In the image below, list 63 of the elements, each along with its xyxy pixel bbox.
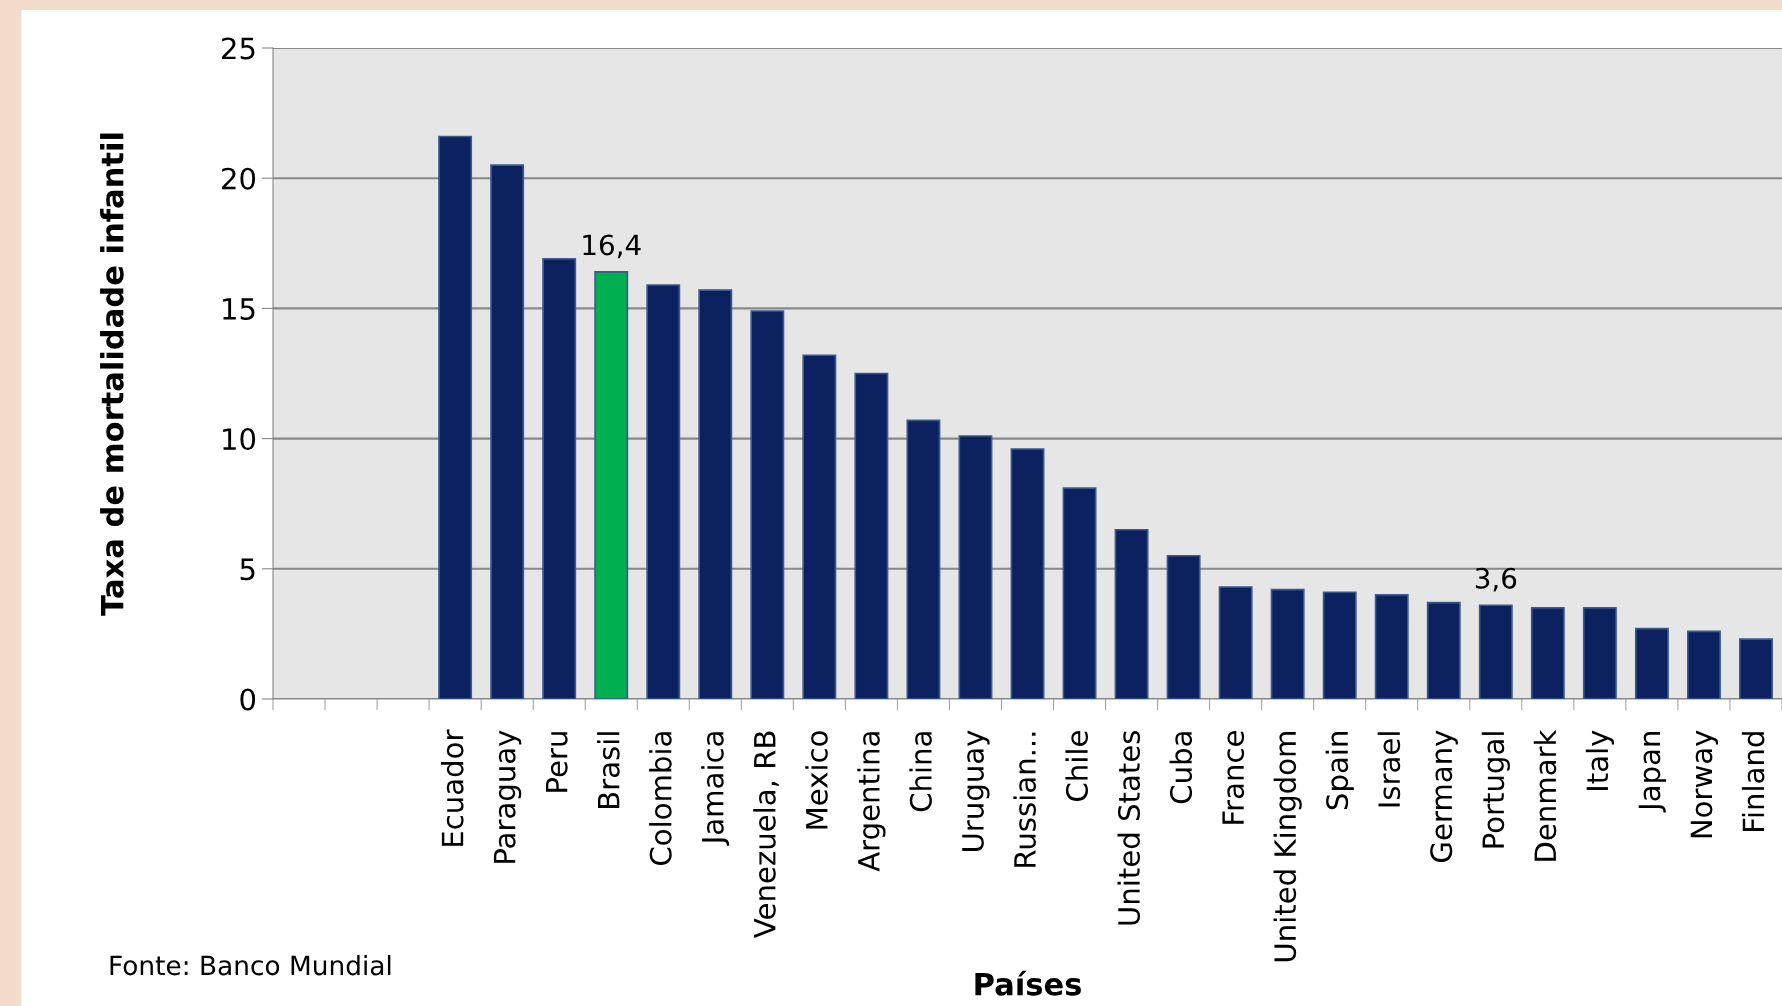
x-tick-label: Portugal (1481, 732, 1510, 848)
bar (646, 284, 681, 699)
y-tick-label: 0 (240, 688, 256, 711)
x-tick-label: Colombia (649, 732, 672, 865)
bar (1686, 630, 1721, 699)
x-tick-label: United States (1117, 730, 1141, 925)
x-tick-label: France (1222, 731, 1245, 824)
x-tick-label: Russian... (1013, 732, 1036, 867)
x-tick-label: Denmark (1533, 729, 1557, 861)
x-tick-label: China (909, 732, 932, 812)
x-tick-label: Israel (1377, 732, 1401, 807)
x-tick-label: Germany (1430, 730, 1458, 862)
bar (1166, 554, 1201, 699)
bar (958, 435, 993, 699)
bar (1739, 638, 1773, 699)
x-tick-label: Cuba (1169, 732, 1193, 804)
data-label: 16,4 (583, 234, 641, 259)
x-tick-label: Norway (1690, 730, 1719, 838)
x-tick-label: Ecuador (441, 729, 464, 846)
bar (1218, 586, 1253, 699)
x-tick-label: Paraguay (493, 730, 522, 863)
bar (854, 372, 889, 699)
bar (1114, 528, 1149, 699)
x-tick-label: Argentina (857, 732, 886, 872)
y-axis-title: Taxa de mortalidade infantil (100, 133, 124, 616)
bar (1478, 604, 1513, 699)
bar (1634, 627, 1669, 699)
bar (542, 258, 577, 699)
x-tick-label: Jamaica (701, 732, 730, 846)
data-label: 3,6 (1475, 567, 1517, 592)
x-tick-label: Chile (1065, 731, 1088, 801)
x-tick-label: United Kingdom (1273, 732, 1302, 962)
y-tick-label: 15 (223, 298, 255, 320)
bar (1010, 448, 1045, 699)
x-tick-label: Japan (1638, 732, 1667, 813)
bar (594, 271, 629, 699)
bar (802, 354, 837, 699)
bar (698, 289, 733, 699)
x-tick-label: Mexico (805, 731, 828, 829)
x-tick-label: Italy (1585, 730, 1614, 790)
x-tick-label: Venezuela, RB (753, 731, 779, 938)
x-tick-label: Peru (545, 732, 568, 792)
source-note: Fonte: Banco Mundial (110, 954, 391, 976)
bar (1062, 487, 1097, 699)
bar (1582, 607, 1617, 699)
bar (1530, 607, 1565, 699)
bar (1322, 591, 1357, 699)
x-tick-label: Brasil (597, 732, 620, 808)
x-tick-label: Uruguay (962, 730, 990, 851)
bar (1270, 588, 1305, 699)
y-tick-label: 20 (222, 167, 256, 190)
bar (1374, 594, 1409, 699)
x-tick-label: Finland (1741, 732, 1765, 831)
bar (490, 164, 525, 699)
y-tick-label: 5 (240, 558, 255, 581)
y-tick-label: 25 (222, 37, 255, 60)
x-tick-label: Spain (1325, 732, 1354, 810)
bar (906, 419, 941, 699)
x-axis-title: Países (975, 970, 1081, 996)
y-tick-label: 10 (223, 428, 256, 451)
bar (1426, 601, 1461, 699)
bar (750, 310, 785, 699)
bar (438, 135, 473, 699)
